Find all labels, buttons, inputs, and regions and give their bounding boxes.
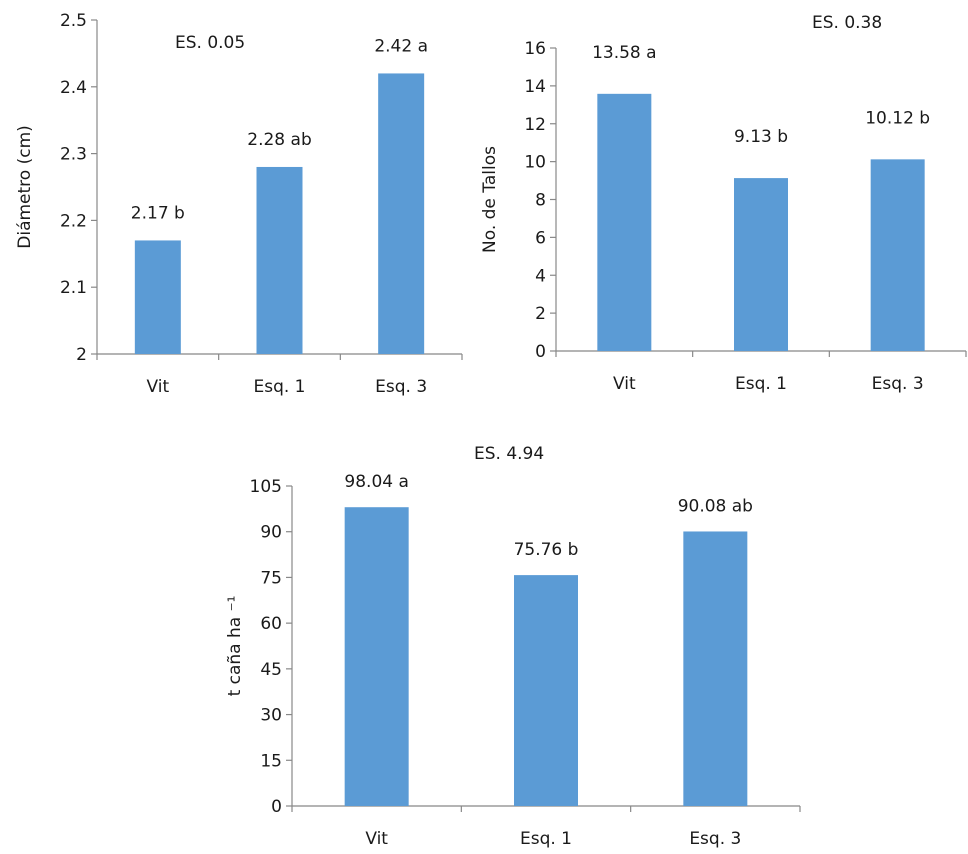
bar-esq-1: [734, 178, 788, 351]
data-label: 13.58 a: [592, 43, 657, 63]
data-label: 9.13 b: [734, 127, 788, 147]
bar-vit: [344, 507, 409, 806]
y-axis-title: No. de Tallos: [480, 146, 500, 253]
x-category-label: Vit: [365, 829, 388, 849]
x-category-label: Esq. 3: [689, 829, 741, 849]
data-label: 2.42 a: [374, 36, 428, 56]
y-tick-label: 75: [260, 568, 282, 588]
x-category-label: Esq. 1: [253, 377, 305, 397]
data-label: 75.76 b: [514, 540, 579, 560]
bar-esq-1: [514, 575, 578, 806]
x-category-label: Vit: [613, 374, 636, 394]
y-tick-label: 14: [524, 77, 546, 97]
y-axis-title: t caña ha ⁻¹: [225, 596, 245, 697]
chart-1: 2 2.1 2.2 2.3 2.4 2.5 2.17 b Vit 2.28 ab Esq. 1 2.…: [15, 11, 463, 397]
y-axis-title: Diámetro (cm): [15, 125, 35, 249]
x-category-label: Vit: [147, 377, 170, 397]
x-category-label: Esq. 1: [735, 374, 787, 394]
y-tick-label: 30: [260, 706, 282, 726]
x-category-label: Esq. 1: [520, 829, 572, 849]
y-tick-label: 15: [260, 751, 282, 771]
y-tick-label: 16: [524, 39, 546, 59]
bar-vit: [597, 93, 652, 352]
x-category-label: Esq. 3: [872, 374, 924, 394]
bar-vit: [134, 240, 181, 354]
standard-error-label: ES. 0.05: [175, 33, 245, 53]
y-tick-label: 2.5: [60, 11, 87, 31]
y-tick-label: 105: [250, 477, 282, 497]
y-tick-label: 12: [524, 115, 546, 135]
y-tick-label: 60: [260, 614, 282, 634]
y-tick-label: 8: [535, 191, 546, 211]
data-label: 10.12 b: [865, 108, 930, 128]
y-tick-label: 2.4: [60, 78, 87, 98]
y-tick-label: 0: [535, 342, 546, 362]
bar-esq-3: [683, 531, 748, 806]
y-tick-label: 4: [535, 266, 546, 286]
data-label: 2.28 ab: [247, 130, 311, 150]
chart-2: 0 2 4 6 8 10 12 14 16 13.58 a Vit 9.13 b Esq. 1 10.12…: [480, 13, 967, 394]
y-tick-label: 6: [535, 228, 546, 248]
standard-error-label: ES. 4.94: [474, 444, 544, 464]
x-category-label: Esq. 3: [375, 377, 427, 397]
data-label: 90.08 ab: [678, 496, 753, 516]
data-label: 98.04 a: [344, 472, 409, 492]
bar-esq-3: [378, 73, 425, 354]
y-tick-label: 45: [260, 660, 282, 680]
y-tick-label: 90: [260, 523, 282, 543]
bar-esq-3: [870, 159, 925, 351]
y-tick-label: 2.1: [60, 278, 87, 298]
y-tick-label: 2.2: [60, 211, 87, 231]
y-tick-label: 2: [76, 345, 87, 365]
y-tick-label: 2.3: [60, 145, 87, 165]
bar-esq-1: [256, 166, 303, 354]
standard-error-label: ES. 0.38: [812, 13, 882, 33]
y-tick-label: 10: [524, 153, 546, 173]
y-tick-label: 2: [535, 304, 546, 324]
data-label: 2.17 b: [131, 203, 185, 223]
y-tick-label: 0: [271, 797, 282, 817]
chart-3: 0 15 30 45 60 75 90 105 98.04 a Vit 75.76 b Esq. 1 9…: [225, 444, 801, 849]
